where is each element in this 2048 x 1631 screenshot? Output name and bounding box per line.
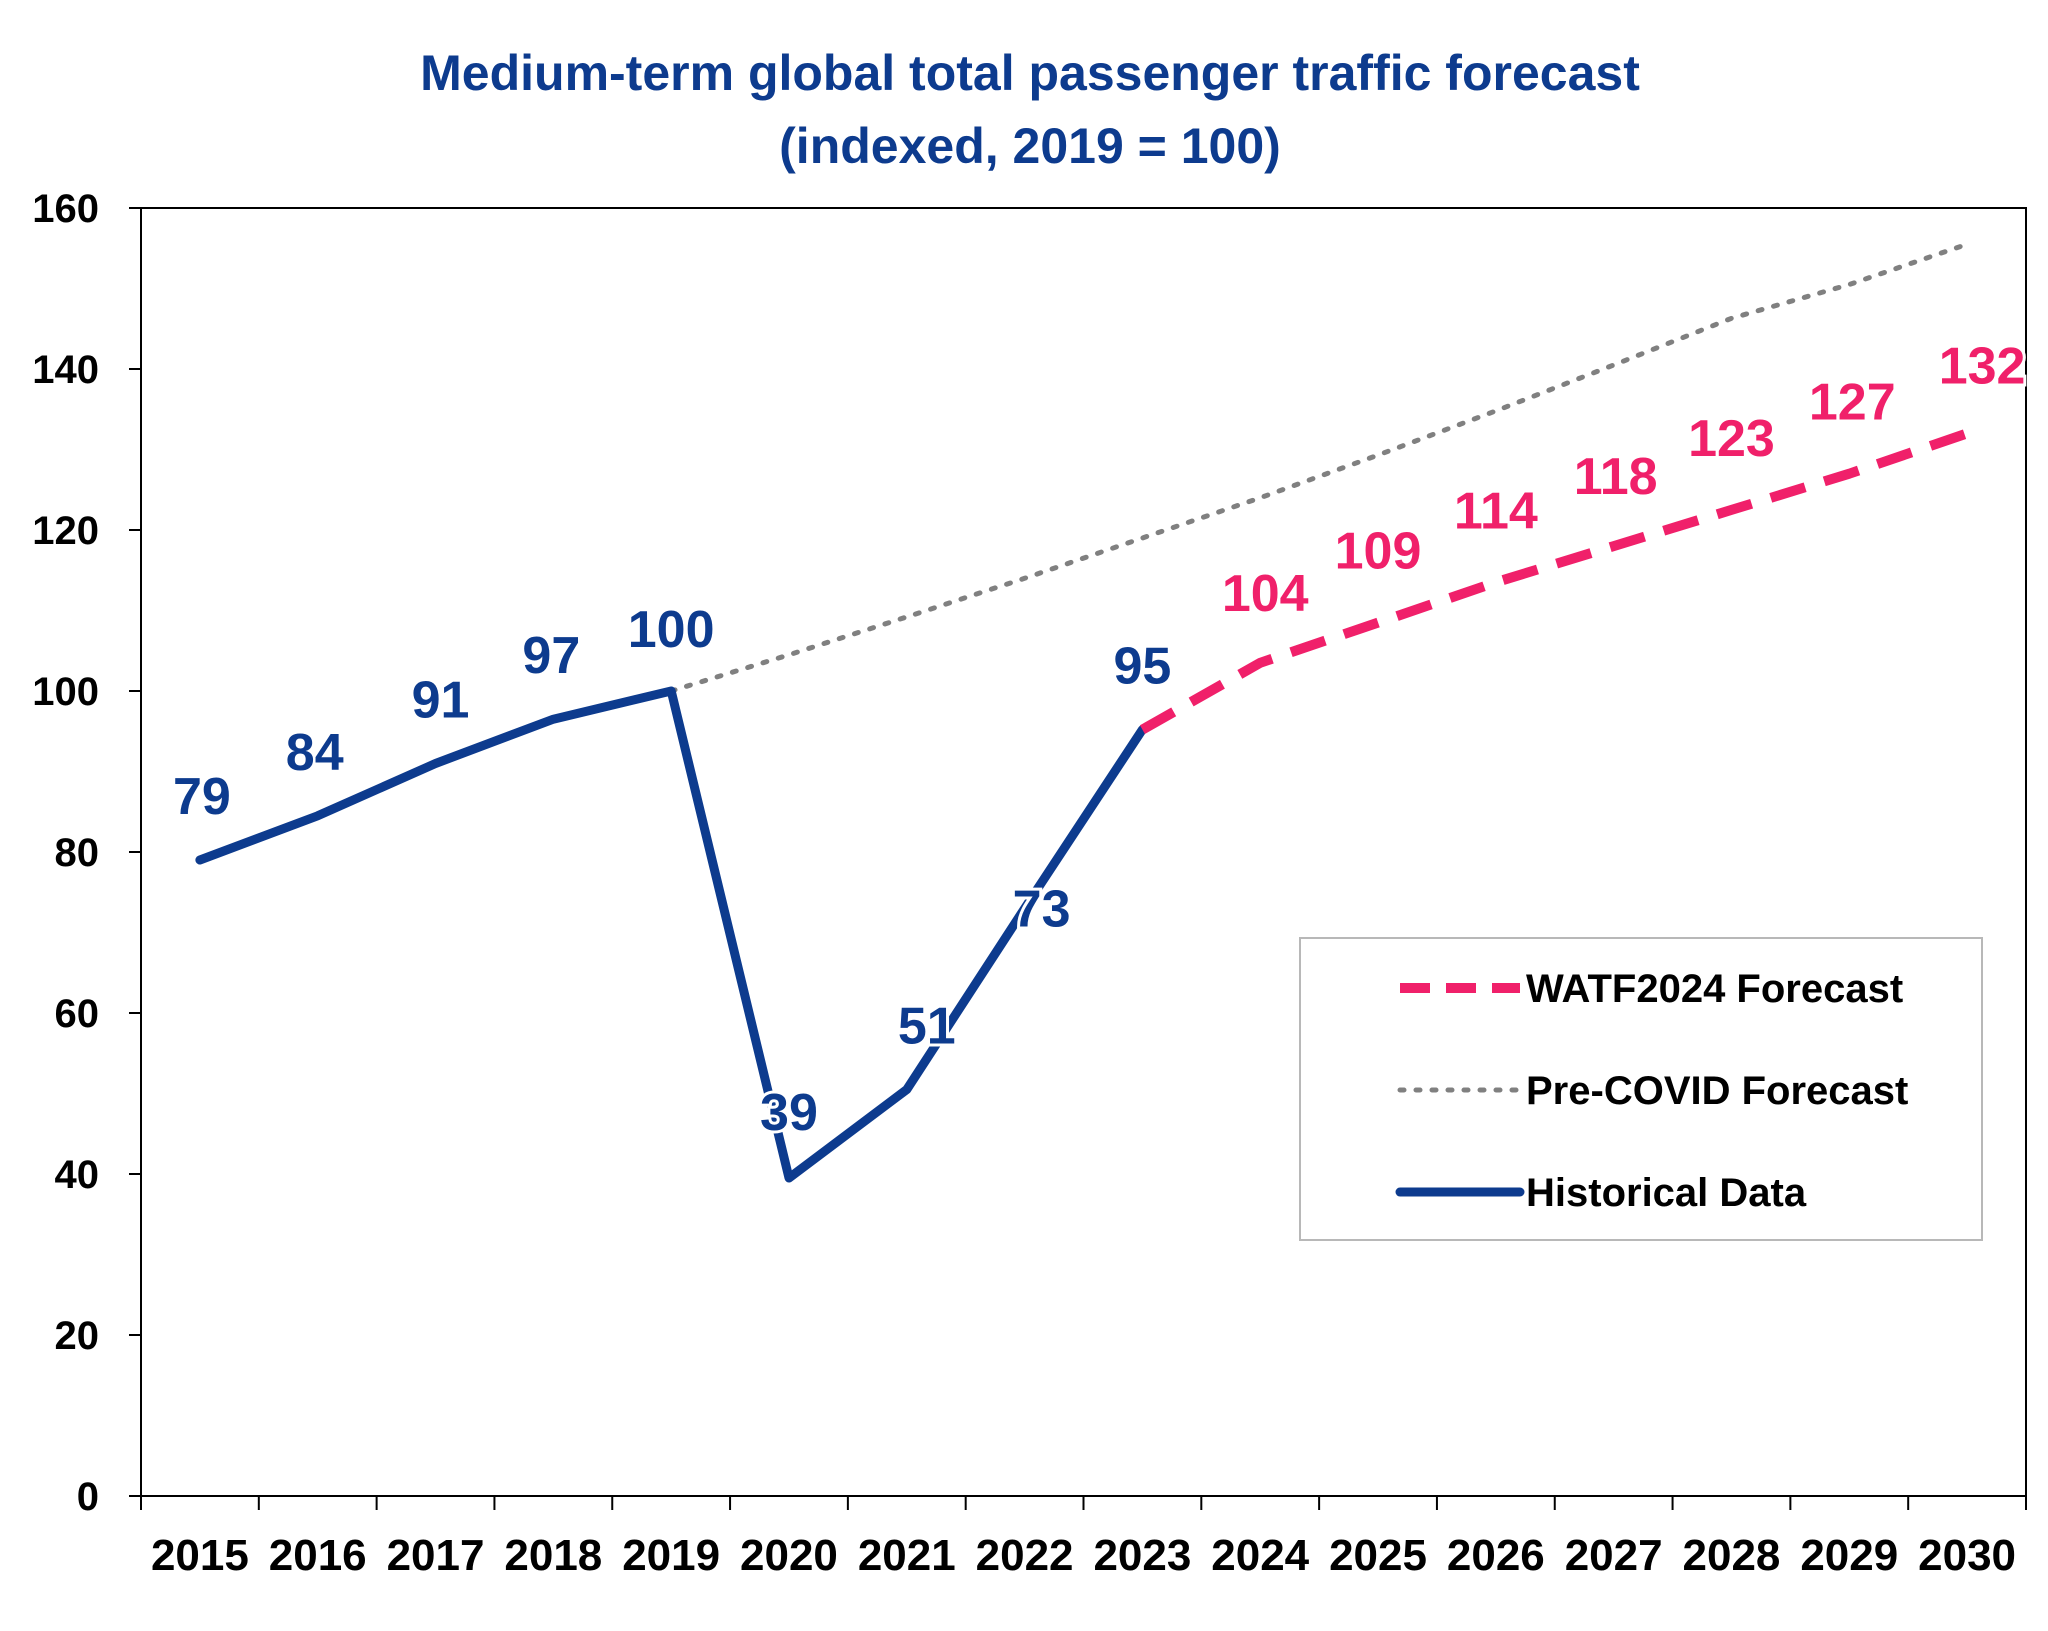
y-tick-label: 160 [32,187,99,231]
x-tick-label: 2023 [1093,1531,1191,1580]
data-labels: 79 84 91 97 100 39 51 73 95 104 109 114 118 123 127 132 [170,334,2028,1145]
historical-data-label: 100 [628,601,715,659]
x-tick-label: 2022 [976,1531,1074,1580]
historical-data-label: 84 [286,724,344,782]
forecast-data-label: 109 [1335,523,1422,581]
y-tick-label: 0 [77,1475,99,1519]
x-tick-label: 2017 [387,1531,485,1580]
legend-precovid-label: Pre-COVID Forecast [1526,1069,1908,1113]
forecast-data-label: 132 [1939,337,2026,395]
plot-frame [140,207,2027,1497]
chart-title-line-2: (indexed, 2019 = 100) [779,118,1281,174]
historical-data-label: 97 [522,627,580,685]
chart-title-line-1: Medium-term global total passenger traff… [420,45,1640,101]
y-tick-label: 100 [32,670,99,714]
plot-area-border [140,207,2027,1497]
x-tick-label: 2029 [1800,1531,1898,1580]
series-lines [195,241,1970,1183]
x-tick-label: 2016 [269,1531,367,1580]
x-tick-label: 2019 [622,1531,720,1580]
x-tick-label: 2025 [1329,1531,1427,1580]
historical-data-label: 79 [173,768,231,826]
y-tick-label: 140 [32,348,99,392]
forecast-data-label: 104 [1222,565,1309,623]
x-tick-label: 2018 [504,1531,602,1580]
y-axis: 0 20 40 60 80 100 120 140 160 [32,187,141,1519]
historical-data-label: 73 [1013,880,1071,938]
x-tick-label: 2020 [740,1531,838,1580]
y-tick-label: 40 [55,1153,100,1197]
historical-data-label: 39 [760,1084,818,1142]
forecast-data-label: 114 [1454,482,1538,540]
forecast-data-label: 127 [1809,374,1896,432]
y-tick-label: 60 [55,992,100,1036]
y-tick-label: 120 [32,509,99,553]
x-tick-label: 2015 [151,1531,249,1580]
y-tick-label: 20 [55,1314,100,1358]
legend-forecast-label: WATF2024 Forecast [1526,967,1903,1011]
x-axis: 2015 2016 2017 2018 2019 2020 2021 2022 2023 2024… [140,1496,2027,1580]
historical-series-line [195,686,1147,1183]
x-tick-label: 2026 [1447,1531,1545,1580]
x-tick-label: 2027 [1565,1531,1663,1580]
legend: WATF2024 Forecast Pre-COVID Forecast His… [1299,937,1983,1241]
x-tick-label: 2024 [1211,1531,1309,1580]
x-tick-label: 2030 [1918,1531,2016,1580]
historical-data-label: 95 [1113,638,1171,696]
x-tick-label: 2021 [858,1531,956,1580]
x-tick-label: 2028 [1683,1531,1781,1580]
forecast-data-label: 118 [1574,448,1658,506]
historical-data-label: 51 [898,997,956,1055]
forecast-series-line [1139,428,1969,734]
forecast-data-label: 123 [1688,410,1775,468]
historical-data-label: 91 [412,671,470,729]
precovid-series-line [668,241,1970,694]
legend-historical-label: Historical Data [1526,1171,1807,1215]
y-tick-label: 80 [55,831,100,875]
